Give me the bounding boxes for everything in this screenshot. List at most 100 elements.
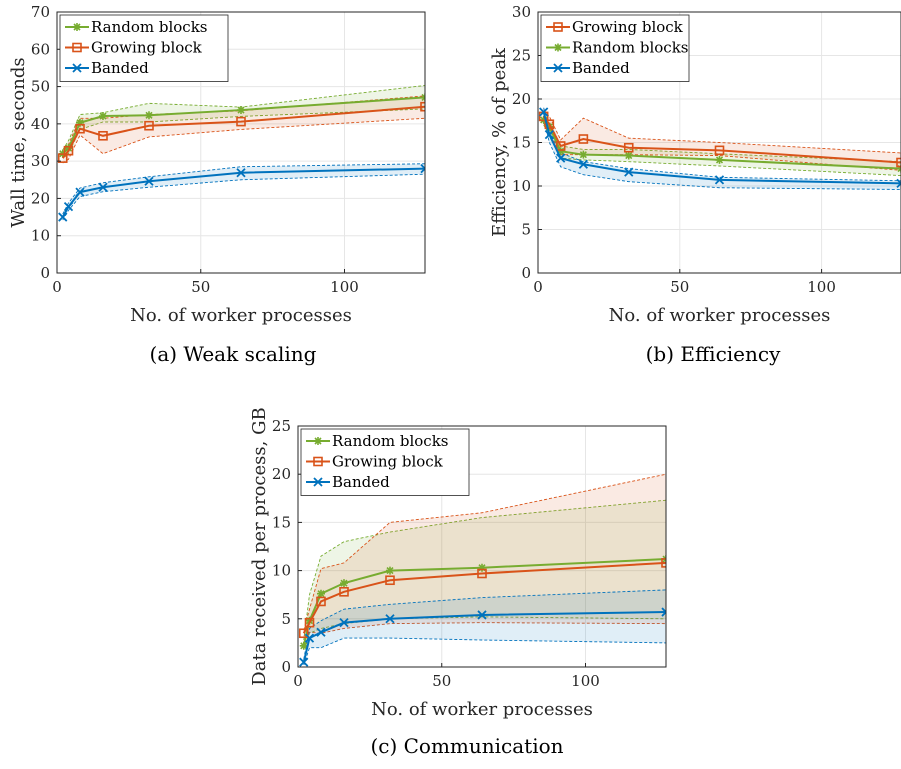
y-tick-label: 30: [31, 152, 50, 170]
data-point-banded: [578, 159, 589, 169]
x-tick-label: 0: [52, 278, 62, 296]
data-point-random: [76, 118, 84, 127]
data-point-random: [299, 641, 308, 650]
x-tick-label: 50: [191, 278, 210, 296]
caption-a: (a) Weak scaling: [150, 342, 317, 366]
chart-b: 0 50 100 0 5 10 15 20 25 30 No. of worker processe…: [489, 3, 901, 366]
data-point-banded: [316, 627, 326, 637]
data-point-banded: [339, 618, 349, 628]
data-point-random: [340, 579, 348, 588]
y-tick-label: 70: [31, 3, 50, 21]
data-point-growing: [98, 130, 108, 141]
legend-label-random: Random blocks: [332, 432, 448, 450]
y-tick-label: 10: [272, 562, 291, 580]
data-point-growing: [420, 101, 425, 112]
data-point-growing: [714, 145, 725, 156]
plot-area-c: [298, 473, 666, 667]
data-point-banded: [58, 212, 68, 222]
chart-a: 0 50 100 0 10 20 30 40 50 60 70 No. of worker proce…: [8, 3, 426, 366]
data-point-random: [715, 155, 724, 164]
band-lower-random: [62, 108, 425, 158]
data-point-banded: [539, 107, 549, 117]
data-point-growing: [236, 116, 246, 127]
data-point-growing: [385, 575, 395, 586]
y-tick-label: 20: [31, 189, 50, 207]
y-tick-label: 10: [512, 177, 531, 195]
band-lower-growing: [303, 622, 666, 637]
series-line-growing: [302, 561, 666, 634]
band-banded: [303, 589, 666, 666]
legend-marker-banded: [72, 63, 82, 73]
y-tick-label: 0: [281, 658, 291, 676]
legend-marker-banded: [313, 477, 323, 487]
data-point-banded: [299, 657, 309, 667]
caption-b: (b) Efficiency: [646, 342, 781, 366]
data-point-random: [145, 111, 153, 120]
band-upper-growing: [303, 473, 666, 631]
series-line-growing: [542, 115, 901, 164]
data-point-random: [386, 566, 394, 575]
data-point-banded: [714, 175, 725, 185]
y-tick-label: 5: [521, 221, 531, 239]
data-point-banded: [75, 187, 85, 197]
legend-marker-growing: [72, 42, 82, 53]
plot-area-a: [57, 85, 425, 222]
y-tick-label: 40: [31, 115, 50, 133]
data-point-growing: [63, 145, 74, 156]
y-tick-label: 25: [512, 47, 531, 65]
legend: Growing block Random blocks Banded: [540, 14, 690, 82]
x-tick-label: 100: [330, 278, 359, 296]
band-upper-banded: [303, 589, 666, 660]
x-axis-label: No. of worker processes: [371, 699, 593, 720]
x-tick-label: 100: [571, 672, 600, 690]
legend-label-random: Random blocks: [572, 39, 688, 57]
band-growing: [303, 474, 666, 637]
x-axis-label: No. of worker processes: [130, 305, 352, 326]
x-tick-label: 50: [670, 278, 689, 296]
x-tick-label: 50: [432, 672, 451, 690]
data-point-random: [99, 112, 107, 121]
series-line-growing: [61, 105, 425, 159]
data-point-growing: [623, 142, 634, 153]
y-tick-label: 20: [272, 465, 291, 483]
band-upper-banded: [62, 163, 425, 215]
data-point-banded: [896, 178, 901, 189]
data-point-random: [478, 563, 486, 572]
data-point-growing: [555, 141, 566, 151]
band-upper-growing: [543, 109, 901, 154]
band-lower-random: [303, 616, 666, 650]
band-lower-growing: [62, 117, 425, 164]
legend-marker-banded: [553, 63, 563, 73]
data-point-banded: [98, 182, 108, 192]
chart-c: 0 50 100 0 5 10 15 20 25 No. of worker processes D…: [249, 407, 667, 758]
data-point-random: [545, 122, 554, 131]
legend-marker-growing: [553, 22, 563, 32]
band-growing: [62, 95, 425, 164]
data-point-growing: [298, 628, 309, 639]
legend-marker-random: [73, 23, 81, 31]
data-point-random: [317, 589, 325, 598]
y-tick-label: 50: [31, 78, 50, 96]
y-tick-label: 0: [521, 264, 531, 282]
y-tick-label: 10: [31, 227, 50, 245]
data-point-growing: [896, 157, 901, 168]
legend-marker-growing: [313, 456, 323, 467]
y-axis-label: Data received per process, GB: [249, 407, 270, 685]
data-point-random: [556, 147, 565, 156]
y-tick-label: 25: [272, 417, 291, 435]
band-lower-banded: [543, 118, 901, 190]
legend-label-banded: Banded: [91, 59, 149, 77]
x-tick-label: 0: [533, 278, 543, 296]
data-point-banded: [661, 607, 666, 617]
data-point-growing: [316, 596, 326, 607]
y-axis-label: Wall time, seconds: [8, 57, 29, 227]
legend-label-growing: Growing block: [572, 18, 684, 36]
y-tick-label: 15: [512, 134, 531, 152]
band-random: [543, 114, 901, 176]
data-point-banded: [385, 614, 395, 624]
data-point-banded: [63, 201, 74, 212]
y-tick-label: 60: [31, 40, 50, 58]
data-point-growing: [477, 568, 487, 579]
data-point-growing: [304, 617, 315, 628]
legend-marker-random: [314, 437, 322, 445]
